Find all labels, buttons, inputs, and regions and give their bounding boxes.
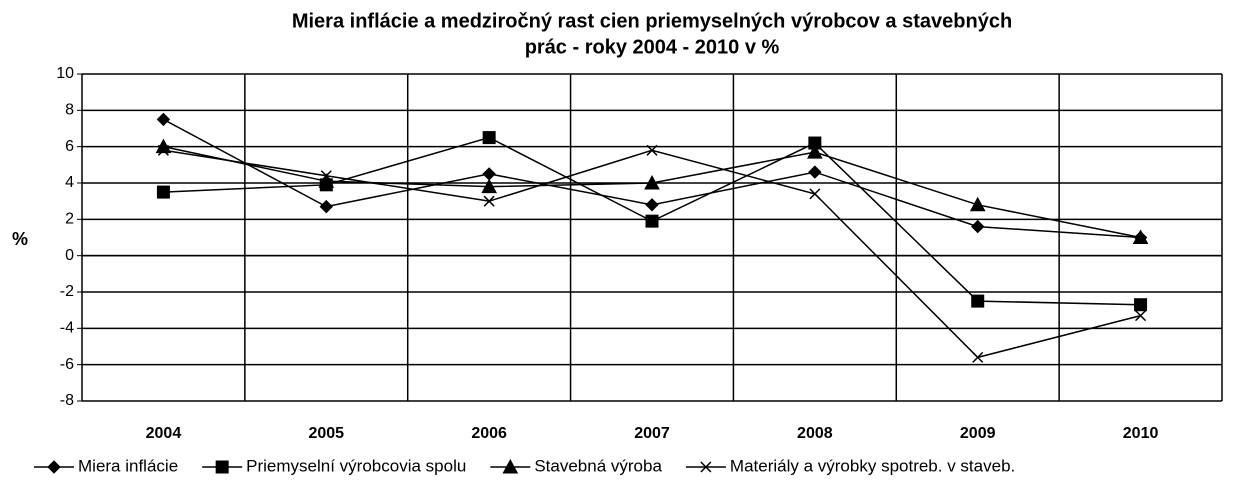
marker bbox=[1135, 310, 1147, 322]
marker bbox=[319, 199, 333, 214]
marker bbox=[502, 458, 519, 474]
y-tick-label: -6 bbox=[60, 356, 74, 373]
legend-label: Miera inflácie bbox=[78, 456, 178, 475]
chart-title: Miera inflácie a medziročný rast cien pr… bbox=[292, 10, 1012, 32]
marker bbox=[482, 167, 496, 181]
legend-label: Priemyselní výrobcovia spolu bbox=[246, 456, 466, 475]
marker bbox=[1134, 298, 1148, 312]
marker bbox=[156, 112, 171, 127]
x-tick-label: 2008 bbox=[797, 425, 833, 442]
y-axis-label: % bbox=[12, 229, 28, 249]
y-tick-label: 6 bbox=[65, 138, 74, 155]
marker bbox=[1132, 229, 1149, 244]
marker bbox=[645, 214, 659, 228]
y-tick-label: -8 bbox=[60, 392, 74, 409]
y-tick-label: -4 bbox=[60, 320, 74, 337]
y-tick-label: 8 bbox=[65, 102, 74, 119]
marker bbox=[646, 144, 658, 156]
marker bbox=[700, 461, 712, 473]
x-tick-label: 2004 bbox=[146, 425, 182, 442]
legend-label: Materiály a výrobky spotreb. v staveb. bbox=[730, 456, 1015, 475]
x-tick-label: 2005 bbox=[308, 425, 344, 442]
marker bbox=[481, 178, 497, 194]
marker bbox=[807, 144, 823, 159]
marker bbox=[971, 219, 985, 234]
x-tick-label: 2006 bbox=[471, 425, 507, 442]
y-tick-label: 4 bbox=[65, 174, 74, 191]
legend-item: Priemyselní výrobcovia spolu bbox=[202, 456, 466, 475]
marker bbox=[482, 131, 496, 145]
marker bbox=[972, 351, 984, 363]
marker bbox=[157, 144, 169, 156]
marker bbox=[318, 173, 335, 188]
marker bbox=[645, 198, 659, 212]
marker bbox=[644, 174, 660, 190]
y-tick-label: -2 bbox=[60, 283, 74, 300]
marker bbox=[969, 196, 986, 212]
marker bbox=[971, 294, 985, 308]
y-tick-label: 0 bbox=[65, 247, 74, 264]
marker bbox=[808, 165, 822, 179]
marker bbox=[156, 185, 170, 199]
legend-label: Stavebná výroba bbox=[534, 456, 662, 475]
y-tick-label: 2 bbox=[65, 211, 74, 228]
marker bbox=[215, 460, 229, 474]
marker bbox=[809, 188, 821, 200]
marker bbox=[320, 170, 332, 182]
marker bbox=[47, 460, 61, 474]
marker bbox=[483, 195, 495, 207]
y-tick-label: 10 bbox=[56, 65, 74, 82]
legend-item: Materiály a výrobky spotreb. v staveb. bbox=[685, 456, 1015, 475]
legend-item: Miera inflácie bbox=[34, 456, 178, 475]
legend-item: Stavebná výroba bbox=[490, 456, 662, 475]
chart-title: prác - roky 2004 - 2010 v % bbox=[525, 36, 780, 58]
x-tick-label: 2009 bbox=[960, 425, 996, 442]
x-tick-label: 2010 bbox=[1123, 425, 1159, 442]
x-tick-label: 2007 bbox=[634, 425, 670, 442]
